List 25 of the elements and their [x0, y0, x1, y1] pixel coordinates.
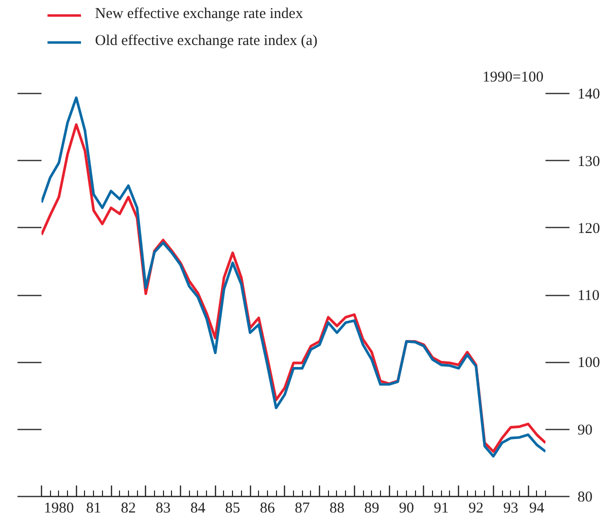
x-tick-label: 86: [260, 500, 276, 515]
x-tick-label: 93: [503, 500, 518, 515]
x-tick-label: 83: [156, 500, 171, 515]
x-tick-label: 82: [120, 500, 136, 515]
x-tick-label: 91: [434, 500, 449, 515]
legend-label: Old effective exchange rate index (a): [95, 33, 318, 50]
x-tick-label: 81: [86, 500, 102, 515]
x-tick-label: 84: [190, 500, 206, 515]
x-tick-label: 88: [329, 500, 344, 515]
y-tick-label: 80: [578, 490, 592, 506]
legend-label: New effective exchange rate index: [95, 6, 303, 23]
x-tick-label: 92: [468, 500, 484, 515]
x-tick-label: 90: [398, 500, 414, 515]
y-tick-label: 120: [578, 220, 600, 237]
x-tick-label: 87: [294, 500, 310, 515]
x-tick-label: 1980: [44, 500, 74, 515]
text: 1990=100: [482, 70, 544, 86]
x-tick-label: 85: [225, 500, 240, 515]
y-tick-label: 130: [578, 154, 600, 170]
y-tick-label: 110: [578, 288, 600, 304]
x-tick-label: 94: [529, 500, 545, 515]
y-tick-label: 100: [578, 355, 600, 372]
x-tick-label: 89: [364, 500, 380, 515]
y-tick-label: 140: [578, 86, 600, 103]
y-tick-label: 90: [578, 422, 592, 438]
